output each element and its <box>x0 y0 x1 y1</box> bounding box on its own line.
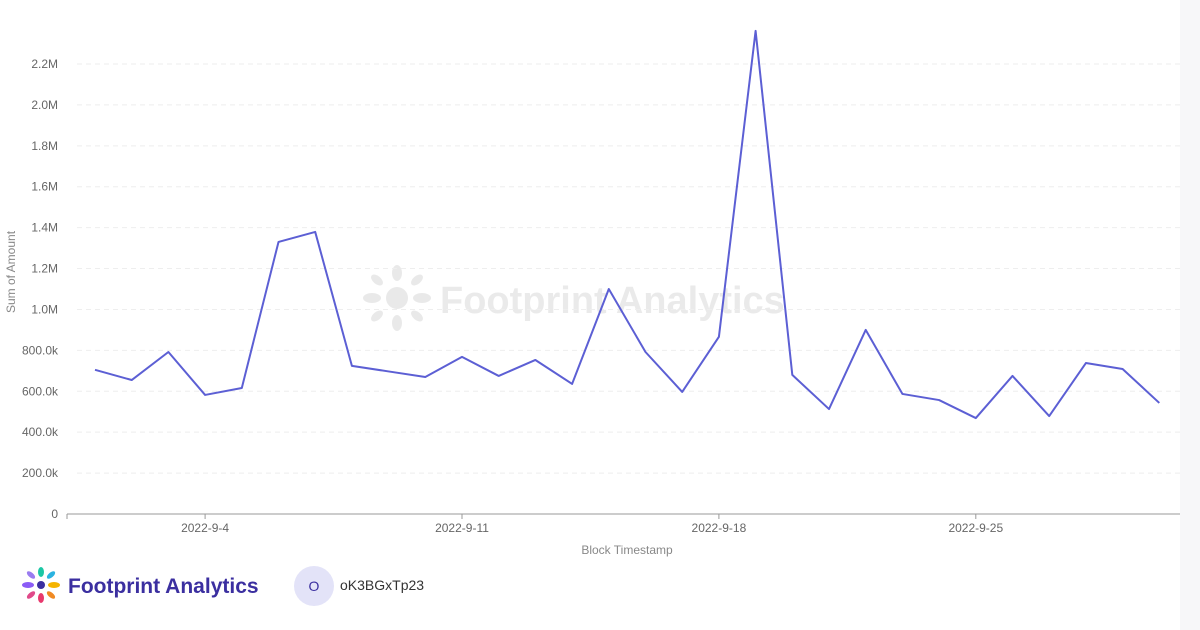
y-tick-label: 600.0k <box>22 384 59 398</box>
y-tick-label: 400.0k <box>22 425 59 439</box>
y-tick-label: 1.6M <box>31 180 58 194</box>
brand-name: Footprint Analytics <box>68 575 259 598</box>
x-tick-label: 2022-9-4 <box>181 521 229 535</box>
avatar <box>294 566 334 606</box>
y-tick-label: 1.4M <box>31 221 58 235</box>
user-name: oK3BGxTp23 <box>340 577 424 593</box>
y-tick-label: 2.0M <box>31 98 58 112</box>
x-axis-title: Block Timestamp <box>581 543 673 557</box>
side-strip <box>1180 0 1200 630</box>
brand-logo <box>22 567 60 603</box>
y-tick-label: 1.8M <box>31 139 58 153</box>
line-series <box>94 29 1160 420</box>
y-axis-title: Sum of Amount <box>4 230 18 313</box>
y-tick-label: 800.0k <box>22 343 59 357</box>
watermark: Footprint Analytics <box>440 280 785 322</box>
x-tick-label: 2022-9-25 <box>948 521 1003 535</box>
y-tick-label: 0 <box>51 507 58 521</box>
x-tick-label: 2022-9-18 <box>692 521 747 535</box>
y-tick-label: 2.2M <box>31 57 58 71</box>
y-tick-label: 1.2M <box>31 262 58 276</box>
y-tick-label: 1.0M <box>31 302 58 316</box>
avatar-letter: O <box>309 578 320 594</box>
y-tick-label: 200.0k <box>22 466 59 480</box>
x-tick-label: 2022-9-11 <box>435 521 489 535</box>
watermark-logo <box>363 265 431 331</box>
